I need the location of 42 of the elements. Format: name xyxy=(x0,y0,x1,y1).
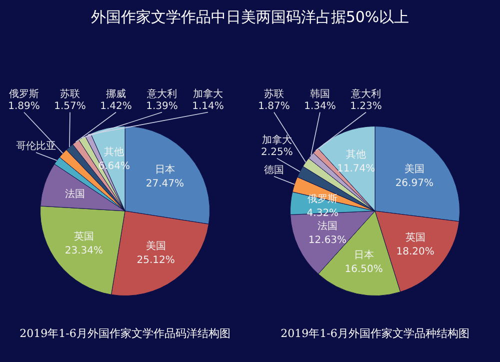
data-label: 16.50% xyxy=(344,264,383,275)
data-label: 12.63% xyxy=(308,235,347,246)
slice-label: 加拿大 xyxy=(193,88,223,100)
data-label: 1.57% xyxy=(54,100,86,112)
data-label: 1.87% xyxy=(258,100,290,112)
slice-label: 俄罗斯 xyxy=(9,88,39,100)
slice-label: 美国 xyxy=(146,240,166,252)
data-label: 25.12% xyxy=(136,255,175,266)
slice-label: 英国 xyxy=(405,231,426,244)
data-label: 1.14% xyxy=(192,100,224,112)
data-label: 1.89% xyxy=(8,100,40,112)
text: 2019年1-6月外国作家文学作品码洋结构图 xyxy=(18,326,232,341)
data-label: 27.47% xyxy=(146,178,184,190)
slice-label: 其他 xyxy=(346,148,366,161)
slice-label: 意大利 xyxy=(146,88,177,100)
slice-label: 日本 xyxy=(354,248,374,261)
slice-label: 美国 xyxy=(404,162,424,175)
data-label: 18.20% xyxy=(396,246,434,258)
slice-label: 日本 xyxy=(154,163,175,176)
data-label: 26.97% xyxy=(395,178,434,189)
data-label: 1.42% xyxy=(100,100,132,112)
data-label: 1.34% xyxy=(304,100,336,112)
text: 2019年1-6月外国作家文学品种结构图 xyxy=(280,326,470,341)
slice-label: 德国 xyxy=(264,164,284,176)
slice-label: 韩国 xyxy=(310,88,330,100)
slice-label: 哥伦比亚 xyxy=(16,140,56,152)
data-label: 1.39% xyxy=(146,100,178,112)
data-label: 4.32% xyxy=(306,208,339,219)
slice-label: 意大利 xyxy=(350,88,381,100)
data-label: 23.34% xyxy=(64,245,104,256)
slice-label: 法国 xyxy=(317,220,338,232)
slice-label: 法国 xyxy=(65,188,86,200)
slice-label: 苏联 xyxy=(60,88,80,100)
slice-label: 英国 xyxy=(74,230,94,242)
slice-label: 苏联 xyxy=(264,88,284,100)
slice-label: 加拿大 xyxy=(262,134,292,146)
data-label: 1.23% xyxy=(350,100,382,112)
data-label: 2.25% xyxy=(261,146,293,158)
slice-label: 其他 xyxy=(104,146,124,158)
data-label: 11.74% xyxy=(336,164,376,175)
text: 外国作家文学作品中日美两国码洋占据50%以上 xyxy=(90,7,410,28)
slice-label: 挪威 xyxy=(106,88,126,100)
